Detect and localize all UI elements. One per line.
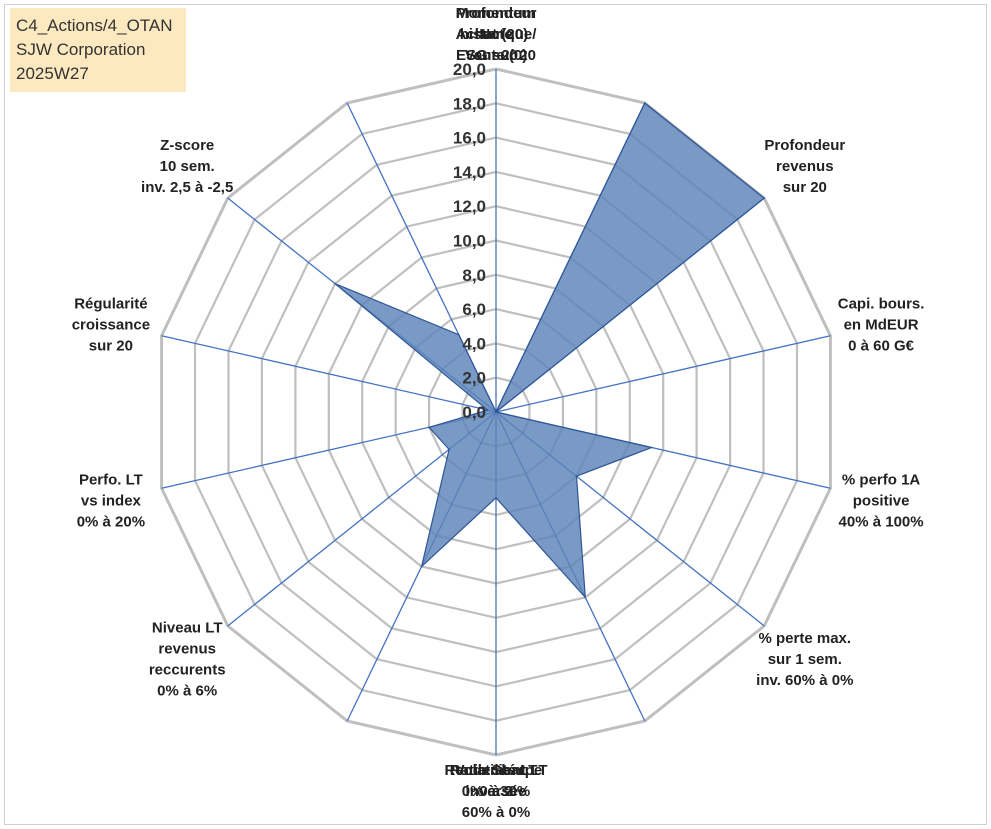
data-point bbox=[428, 426, 430, 429]
axis-label-line: % perte max. bbox=[759, 630, 852, 647]
axis-label-line: 0% à 30% bbox=[462, 783, 530, 800]
data-point bbox=[486, 409, 489, 411]
data-point bbox=[495, 497, 497, 499]
data-point bbox=[420, 565, 423, 568]
axis-label-line: Achat (20) / bbox=[456, 26, 538, 43]
axis-label-line: sur 20 bbox=[474, 47, 518, 64]
axis-label-line: en MdEUR bbox=[844, 317, 919, 334]
info-box: C4_Actions/4_OTAN SJW Corporation 2025W2… bbox=[10, 8, 186, 92]
axis-label-line: Niveau LT bbox=[152, 619, 223, 636]
axis-label-line: inversée bbox=[466, 783, 527, 800]
axis-label-line: 40% à 100% bbox=[839, 513, 924, 530]
axis-label-line: inv. 60% à 0% bbox=[756, 672, 853, 689]
axis-spoke bbox=[495, 335, 831, 413]
tick-label: 0,0 bbox=[462, 403, 486, 422]
axis-label: Momentum Achat (20) / Vente (0) bbox=[456, 5, 538, 64]
axis-label-line: Perfo. LT bbox=[79, 471, 143, 488]
tick-label: 14,0 bbox=[453, 163, 486, 182]
axis-label: Niveau LT revenus reccurents 0% à 6% bbox=[149, 619, 226, 699]
axis-label: Perfo. LT vs index 0% à 20% bbox=[77, 471, 145, 530]
data-point bbox=[763, 197, 765, 199]
axis-label: Volatilité LT inversée 60% à 0% bbox=[455, 762, 538, 821]
tick-label: 10,0 bbox=[453, 232, 486, 251]
axis-label-line: Vente (0) bbox=[465, 47, 528, 64]
axis-label-line: Rendement LT bbox=[444, 762, 547, 779]
axis-label-line: historique bbox=[460, 26, 533, 43]
axis-label-line: revenus bbox=[158, 640, 216, 657]
axis-label-line: revenus bbox=[776, 158, 834, 175]
axis-label-line: croissance bbox=[72, 317, 150, 334]
chart-frame bbox=[4, 4, 987, 825]
tick-label: 6,0 bbox=[462, 300, 486, 319]
data-point bbox=[650, 446, 653, 449]
tick-label: 12,0 bbox=[453, 197, 486, 216]
axis-label-line: Momentum bbox=[456, 5, 536, 22]
axis-label: % perfo 1A positive 40% à 100% bbox=[839, 471, 924, 530]
tick-label: 8,0 bbox=[462, 266, 486, 285]
axis-label: Profondeur revenus sur 20 bbox=[764, 137, 845, 196]
axis-spoke bbox=[161, 335, 497, 413]
axis-label: Profondeur historique sur 20 bbox=[456, 5, 537, 64]
axis-label-line: ESG sur 20 bbox=[456, 47, 536, 64]
axis-label-line: Volatilité LT bbox=[455, 762, 538, 779]
axis-label-line: 0% à 6% bbox=[157, 682, 217, 699]
axis-label-line: vs index bbox=[81, 492, 142, 509]
axis-label: Ratio Sharpe 0 à 2 bbox=[450, 762, 543, 800]
axis-label-line: Z-score bbox=[160, 137, 214, 154]
axis-label: Capi. bours. en MdEUR 0 à 60 G€ bbox=[838, 296, 925, 355]
data-point bbox=[644, 102, 646, 104]
axis-label-line: Ratio Sharpe bbox=[450, 762, 543, 779]
axis-label-line: Régularité bbox=[74, 296, 147, 313]
info-line-week: 2025W27 bbox=[16, 64, 89, 83]
axis-label-line: 0 à 2 bbox=[479, 783, 512, 800]
tick-label: 20,0 bbox=[453, 60, 486, 79]
axis-label-line: 0 à 60 G€ bbox=[848, 338, 915, 355]
data-point bbox=[334, 282, 336, 285]
axis-label-line: sur 20 bbox=[89, 338, 133, 355]
axis-label-line: sur 1 sem. bbox=[768, 651, 842, 668]
info-line-category: C4_Actions/4_OTAN bbox=[16, 16, 173, 35]
axis-label: Z-score 10 sem. inv. 2,5 à -2,5 bbox=[141, 137, 233, 196]
axis-label-line: Profondeur bbox=[456, 5, 537, 22]
axis-label-line: % perfo 1A bbox=[842, 471, 921, 488]
data-point bbox=[584, 596, 587, 599]
axis-label-line: sur 20 bbox=[783, 179, 827, 196]
axis-label: Note ESG sur 20 bbox=[456, 26, 536, 64]
tick-label: 4,0 bbox=[462, 334, 486, 353]
axis-label: Rendement LT 0% à 30% bbox=[444, 762, 547, 800]
data-point bbox=[575, 475, 578, 478]
axis-label-line: positive bbox=[853, 492, 910, 509]
data-series-area bbox=[334, 102, 766, 600]
axis-label: % perte max. sur 1 sem. inv. 60% à 0% bbox=[756, 630, 853, 689]
data-point bbox=[448, 448, 450, 451]
tick-label: 16,0 bbox=[453, 129, 486, 148]
axis-label: Régularité croissance sur 20 bbox=[72, 296, 150, 355]
axis-label-line: Profondeur bbox=[764, 137, 845, 154]
axis-label-line: reccurents bbox=[149, 661, 226, 678]
axis-label-line: 0% à 20% bbox=[77, 513, 145, 530]
data-point bbox=[458, 333, 460, 336]
tick-label: 18,0 bbox=[453, 94, 486, 113]
axis-label-line: 60% à 0% bbox=[462, 804, 530, 821]
info-line-company: SJW Corporation bbox=[16, 40, 146, 59]
data-point bbox=[495, 411, 497, 413]
axis-label-line: 10 sem. bbox=[160, 158, 215, 175]
tick-label: 2,0 bbox=[462, 369, 486, 388]
axis-label-line: Note bbox=[479, 26, 512, 43]
axis-label-line: inv. 2,5 à -2,5 bbox=[141, 179, 233, 196]
axis-label-line: Capi. bours. bbox=[838, 296, 925, 313]
